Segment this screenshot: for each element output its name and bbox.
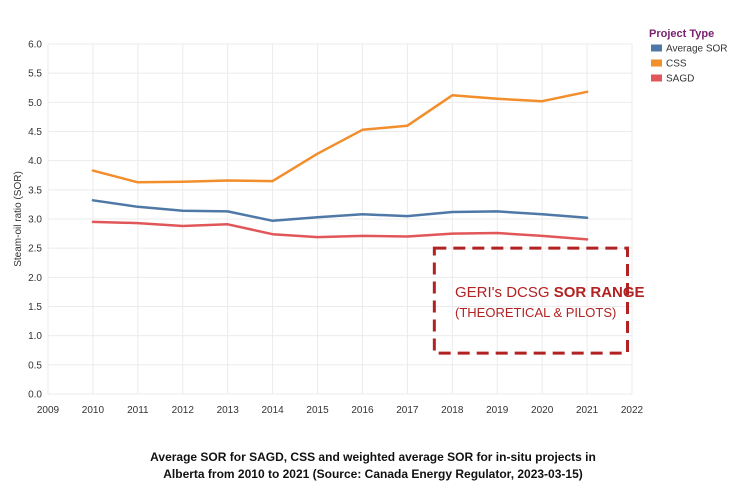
series-line-css [91,90,589,184]
x-tick-label: 2011 [127,405,149,416]
y-tick-label: 2.0 [28,273,42,284]
series-line-sagd [91,220,589,241]
sor-range-box [432,246,630,355]
y-tick-label: 0.5 [28,360,42,371]
y-tick-label: 6.0 [28,40,42,51]
x-tick-label: 2016 [351,405,374,416]
figure-caption: Average SOR for SAGD, CSS and weighted a… [0,449,746,483]
legend-swatch [651,59,662,67]
y-tick-label: 1.5 [28,302,42,313]
x-axis-ticks: 2009 2010 2011 2012 2013 2014 2015 2016 2017 2018… [37,405,644,416]
annotation-line2: (THEORETICAL & PILOTS) [455,305,616,320]
caption-line1: Average SOR for SAGD, CSS and weighted a… [150,450,596,464]
y-tick-label: 5.5 [28,69,42,80]
y-tick-label: 4.0 [28,156,42,167]
legend-swatch [651,44,662,52]
x-tick-label: 2018 [441,405,464,416]
sor-range-annotation: GERI's DCSG SOR RANGE (THEORETICAL & PIL… [432,246,645,355]
series-lines [91,90,589,241]
x-tick-label: 2010 [82,405,105,416]
legend-label: Average SOR [666,44,728,55]
annotation-prefix: GERI's DCSG [455,284,554,301]
legend: Project Type Average SOR CSS SAGD [649,28,728,85]
x-tick-label: 2013 [217,405,240,416]
legend-label: SAGD [666,74,694,85]
y-tick-label: 3.0 [28,215,42,226]
y-tick-label: 5.0 [28,98,42,109]
x-tick-label: 2012 [172,405,195,416]
caption-line2: Alberta from 2010 to 2021 (Source: Canad… [163,467,583,481]
y-tick-label: 2.5 [28,244,42,255]
y-tick-label: 1.0 [28,331,42,342]
legend-swatch [651,74,662,82]
annotation-bold: SOR RANGE [554,284,645,301]
legend-label: CSS [666,59,687,70]
grid [47,43,633,395]
y-tick-label: 0.0 [28,390,42,401]
x-tick-label: 2014 [261,405,284,416]
x-tick-label: 2017 [396,405,419,416]
x-tick-label: 2021 [576,405,599,416]
x-tick-label: 2019 [486,405,509,416]
sor-line-chart: 0.00.51.01.52.02.53.03.54.04.55.05.56.0 … [13,28,728,416]
x-tick-label: 2020 [531,405,554,416]
x-tick-label: 2009 [37,405,60,416]
x-tick-label: 2015 [306,405,329,416]
y-axis-label: Steam-oil ratio (SOR) [13,171,24,267]
y-tick-label: 3.5 [28,185,42,196]
y-tick-label: 4.5 [28,127,42,138]
annotation-line1: GERI's DCSG SOR RANGE [455,284,645,301]
series-line-average-sor [91,199,589,223]
x-tick-label: 2022 [621,405,644,416]
legend-title: Project Type [649,28,714,40]
y-axis-ticks: 0.0 0.5 1.0 1.5 2.0 2.5 3.0 3.5 4.0 4.5 5.0 5.5 6.0 [28,40,42,401]
